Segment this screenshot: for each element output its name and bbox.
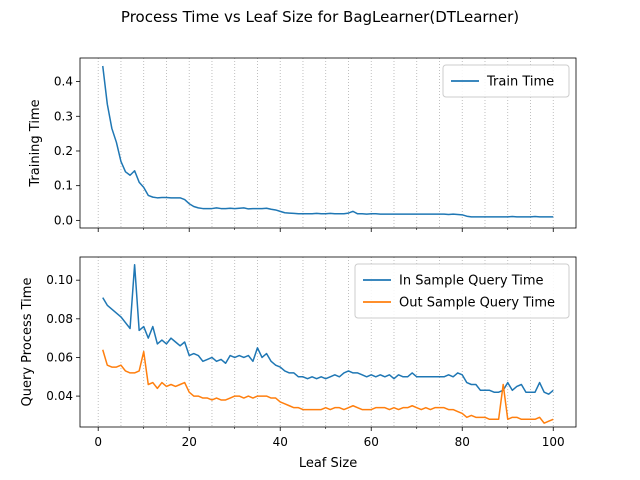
panel0-legend: Train Time (442, 64, 570, 98)
panel1-y-tick-label: 0.04 (46, 389, 73, 403)
panel1-y-tick-label: 0.10 (46, 273, 73, 287)
panel1-legend-label: In Sample Query Time (399, 274, 544, 289)
panel1-x-axis-label: Leaf Size (299, 456, 357, 471)
panel0-legend-box (442, 64, 570, 98)
panel0-y-tick-label: 0.4 (54, 75, 73, 89)
panel0-legend-label: Train Time (486, 75, 554, 90)
train-time-panel: 0.0 0.1 0.2 0.3 0.4 Training Time Train Time (28, 57, 577, 232)
panel0-y-tick-label: 0.0 (54, 213, 73, 227)
query-time-panel: 0 20 40 60 80 100 0.04 0.06 0.08 0.10 Query Proces… (20, 256, 577, 471)
panel1-legend-label: Out Sample Query Time (399, 296, 555, 311)
panel1-series-line-1 (102, 349, 554, 424)
panel0-series-line-0 (102, 65, 554, 218)
figure-title: Process Time vs Leaf Size for BagLearner… (121, 8, 519, 26)
panel0-axes-frame (79, 57, 577, 229)
panel1-x-tick-label: 0 (94, 435, 102, 449)
panel1-x-tick-label: 40 (273, 435, 288, 449)
panel1-legend-box (354, 263, 570, 319)
panel1-series-line-0 (102, 263, 554, 395)
panel1-y-axis-label: Query Process Time (20, 278, 35, 407)
panel1-x-tick-label: 20 (182, 435, 197, 449)
panel0-y-tick-label: 0.2 (54, 144, 73, 158)
panel0-y-tick-label: 0.3 (54, 109, 73, 123)
panel1-y-tick-label: 0.06 (46, 350, 73, 364)
panel1-axes-frame (79, 256, 577, 428)
panel1-y-tick-label: 0.08 (46, 312, 73, 326)
panel0-y-axis-label: Training Time (28, 99, 43, 187)
panel1-legend: In Sample Query Time Out Sample Query Tim… (354, 263, 570, 319)
panel1-x-tick-label: 60 (364, 435, 379, 449)
panel0-y-tick-label: 0.1 (54, 179, 73, 193)
panel1-x-tick-label: 100 (542, 435, 565, 449)
panel1-x-tick-label: 80 (455, 435, 470, 449)
